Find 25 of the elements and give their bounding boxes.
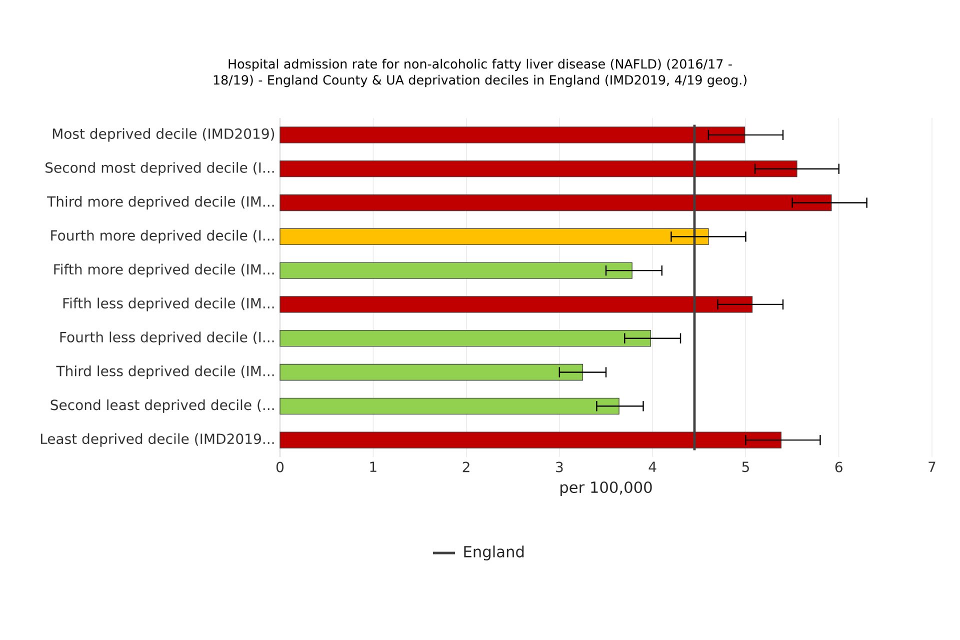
legend-label: England [464,546,524,560]
x-tick-label: 3 [556,462,563,472]
x-axis-title: per 100,000 [560,481,652,496]
y-tick-label: Fifth more deprived decile (IM... [54,264,274,278]
y-tick-label: Third less deprived decile (IM... [56,365,274,380]
y-tick-label: Most deprived decile (IMD2019) [52,128,274,142]
x-tick-label: 2 [462,462,470,472]
y-tick-label: Fifth less deprived decile (IM... [63,298,274,312]
bar [280,364,584,381]
bar [280,262,632,279]
y-tick-label: Fourth more deprived decile (I... [51,230,274,244]
x-tick-label: 1 [370,462,376,472]
x-tick-label: 4 [648,462,656,472]
bar [280,398,620,414]
x-tick-label: 7 [928,462,936,472]
x-tick-label: 6 [835,462,842,472]
y-tick-label: Fourth less deprived decile (I... [60,332,274,346]
x-tick-label: 5 [742,462,749,472]
chart-title: Hospital admission rate for non-alcoholic fatty liver disease (NAFLD) (2016/17 - 18/19) - England County & UA deprivation deciles in England (IMD2019, 4/19 geog.) [214,58,746,88]
bar [280,330,652,347]
x-tick-label: 0 [276,462,284,472]
y-tick-label: Third more deprived decile (IM... [47,196,274,210]
y-tick-label: Second least deprived decile (... [50,399,274,413]
y-tick-label: Least deprived decile (IMD2019... [40,433,274,447]
y-tick-label: Second most deprived decile (I... [46,162,274,176]
